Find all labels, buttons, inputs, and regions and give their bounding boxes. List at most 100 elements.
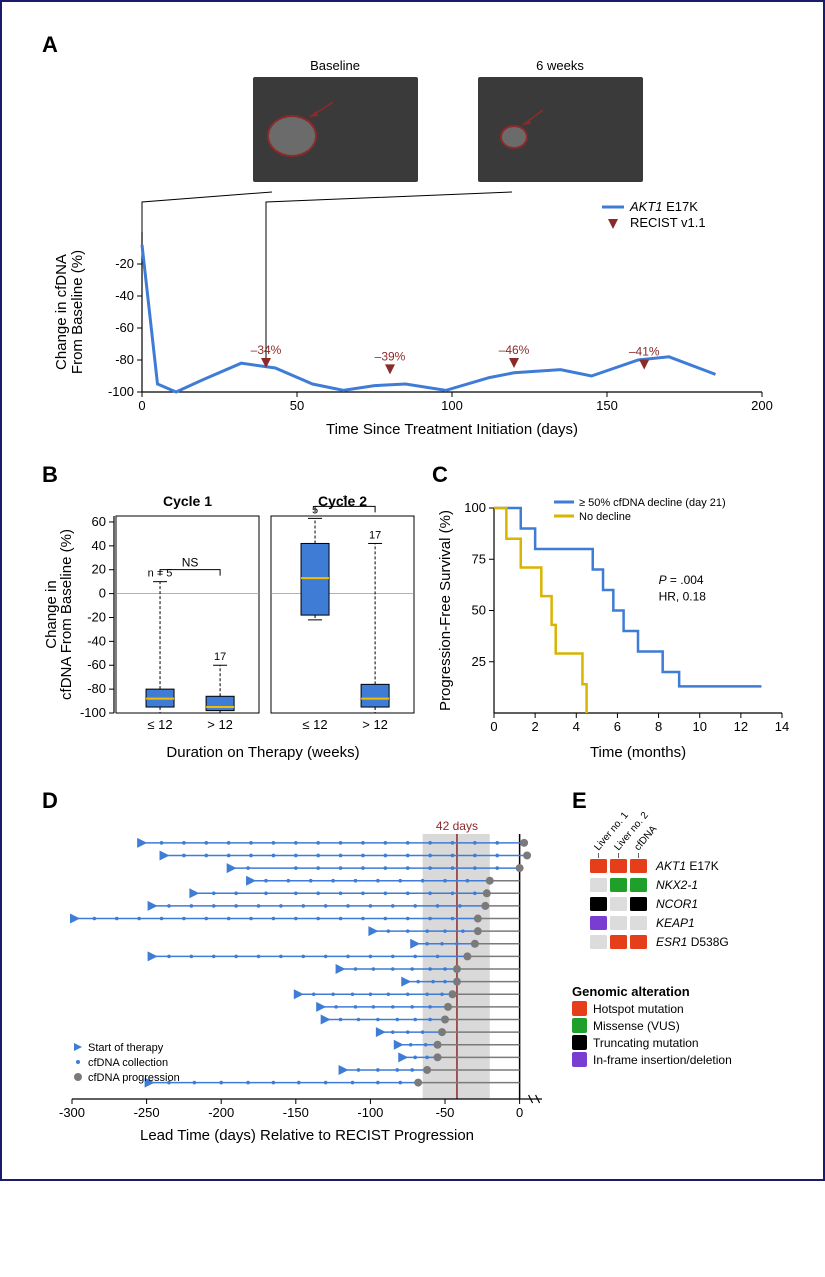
svg-text:*: * (343, 492, 348, 506)
svg-text:> 12: > 12 (362, 717, 388, 732)
panel-E: E Liver no. 1Liver no. 2cfDNAAKT1 E17KNK… (572, 788, 802, 1149)
svg-text:-150: -150 (283, 1105, 309, 1120)
panel-label-D: D (42, 788, 562, 814)
svg-text:17: 17 (214, 651, 226, 663)
svg-text:-200: -200 (208, 1105, 234, 1120)
svg-text:10: 10 (692, 719, 706, 734)
panel-E-oncoprint: Liver no. 1Liver no. 2cfDNAAKT1 E17KNKX2… (572, 814, 802, 969)
svg-text:–46%: –46% (499, 343, 530, 357)
svg-text:100: 100 (441, 398, 463, 413)
scan-6weeks-label: 6 weeks (478, 58, 643, 73)
legend-item: Missense (VUS) (572, 1018, 802, 1033)
svg-text:P = .004: P = .004 (659, 573, 704, 587)
svg-text:Duration on Therapy (weeks): Duration on Therapy (weeks) (166, 744, 359, 761)
svg-text:Start of therapy: Start of therapy (88, 1042, 164, 1054)
svg-text:HR, 0.18: HR, 0.18 (659, 589, 707, 603)
svg-text:–41%: –41% (629, 345, 660, 359)
svg-text:n = 5: n = 5 (148, 568, 173, 580)
svg-text:-250: -250 (134, 1105, 160, 1120)
svg-text:0: 0 (490, 719, 497, 734)
svg-text:-20: -20 (115, 256, 134, 271)
svg-text:≤ 12: ≤ 12 (147, 717, 172, 732)
panel-D: D 42 days -300 -250 -200 -150 -100 -50 0 Lead Ti… (42, 788, 562, 1149)
panel-label-B: B (42, 462, 422, 488)
svg-text:75: 75 (472, 551, 486, 566)
svg-text:150: 150 (596, 398, 618, 413)
scan-baseline-image (253, 77, 418, 182)
svg-text:AKT1 E17K: AKT1 E17K (629, 199, 698, 214)
svg-text:From Baseline (%): From Baseline (%) (69, 250, 86, 374)
svg-text:-300: -300 (59, 1105, 85, 1120)
svg-text:NCOR1: NCOR1 (656, 897, 698, 911)
svg-text:Lead Time (days) Relative to R: Lead Time (days) Relative to RECIST Prog… (140, 1127, 474, 1144)
svg-text:2: 2 (532, 719, 539, 734)
svg-text:200: 200 (751, 398, 773, 413)
svg-text:cfDNA collection: cfDNA collection (88, 1057, 168, 1069)
svg-text:KEAP1: KEAP1 (656, 916, 695, 930)
svg-text:cfDNA From Baseline (%): cfDNA From Baseline (%) (58, 529, 75, 700)
svg-text:AKT1 E17K: AKT1 E17K (655, 859, 719, 873)
svg-text:Change in cfDNA: Change in cfDNA (53, 254, 70, 370)
svg-text:Time (months): Time (months) (590, 744, 686, 761)
svg-text:8: 8 (655, 719, 662, 734)
scan-row: Baseline 6 weeks (112, 58, 783, 187)
svg-text:50: 50 (290, 398, 304, 413)
svg-text:Cycle 1: Cycle 1 (163, 493, 212, 509)
svg-text:0: 0 (99, 586, 106, 601)
svg-text:ESR1 D538G: ESR1 D538G (656, 935, 729, 949)
svg-text:-100: -100 (108, 384, 134, 399)
svg-text:5: 5 (312, 504, 318, 516)
svg-text:Progression-Free Survival (%): Progression-Free Survival (%) (437, 510, 454, 711)
panel-label-C: C (432, 462, 792, 488)
svg-text:-80: -80 (87, 681, 106, 696)
svg-text:100: 100 (464, 500, 486, 515)
svg-text:-80: -80 (115, 352, 134, 367)
legend-item: Truncating mutation (572, 1035, 802, 1050)
panel-C: C 25 50 75 100 0 2 4 6 8 10 12 14 Time (months) Progr… (432, 462, 792, 768)
svg-text:-40: -40 (87, 633, 106, 648)
svg-text:-60: -60 (115, 320, 134, 335)
svg-text:NS: NS (182, 556, 199, 570)
scan-6weeks-image (478, 77, 643, 182)
svg-text:No decline: No decline (579, 511, 631, 523)
panel-B: B -100-80-60-40-200204060Change incfDNA … (42, 462, 422, 768)
panel-C-chart: 25 50 75 100 0 2 4 6 8 10 12 14 Time (months) Progres… (432, 488, 792, 763)
scan-baseline: Baseline (253, 58, 418, 187)
scan-baseline-label: Baseline (253, 58, 418, 73)
svg-text:–39%: –39% (375, 349, 406, 363)
legend-item: In-frame insertion/deletion (572, 1052, 802, 1067)
panel-D-chart: 42 days -300 -250 -200 -150 -100 -50 0 Lead Time… (42, 814, 562, 1144)
svg-text:RECIST v1.1: RECIST v1.1 (630, 215, 706, 230)
svg-text:> 12: > 12 (207, 717, 233, 732)
svg-text:-100: -100 (357, 1105, 383, 1120)
svg-text:42 days: 42 days (436, 819, 478, 833)
svg-text:≤ 12: ≤ 12 (302, 717, 327, 732)
svg-text:cfDNA progression: cfDNA progression (88, 1072, 180, 1084)
svg-text:25: 25 (472, 654, 486, 669)
svg-text:12: 12 (734, 719, 748, 734)
svg-text:40: 40 (92, 538, 106, 553)
svg-text:–34%: –34% (251, 343, 282, 357)
panel-A-chart: -20-40-60-80-100050100150200Time Since T… (42, 192, 782, 442)
scan-6weeks: 6 weeks (478, 58, 643, 187)
svg-text:17: 17 (369, 529, 381, 541)
svg-text:0: 0 (516, 1105, 523, 1120)
svg-text:-100: -100 (80, 705, 106, 720)
svg-text:50: 50 (472, 603, 486, 618)
svg-text:14: 14 (775, 719, 789, 734)
svg-text:Time Since Treatment Initiatio: Time Since Treatment Initiation (days) (326, 421, 578, 438)
svg-text:6: 6 (614, 719, 621, 734)
panel-label-A: A (42, 32, 783, 58)
legend-item: Hotspot mutation (572, 1001, 802, 1016)
svg-text:60: 60 (92, 514, 106, 529)
panel-B-chart: -100-80-60-40-200204060Change incfDNA Fr… (42, 488, 422, 763)
svg-text:0: 0 (138, 398, 145, 413)
svg-text:NKX2-1: NKX2-1 (656, 878, 698, 892)
svg-text:-60: -60 (87, 657, 106, 672)
panel-label-E: E (572, 788, 802, 814)
panel-E-legend: Genomic alterationHotspot mutationMissen… (572, 984, 802, 1067)
svg-text:4: 4 (573, 719, 580, 734)
panel-A: A Baseline 6 weeks -20-40-60-80-10005010… (42, 32, 783, 447)
svg-text:-20: -20 (87, 609, 106, 624)
svg-text:-50: -50 (436, 1105, 455, 1120)
